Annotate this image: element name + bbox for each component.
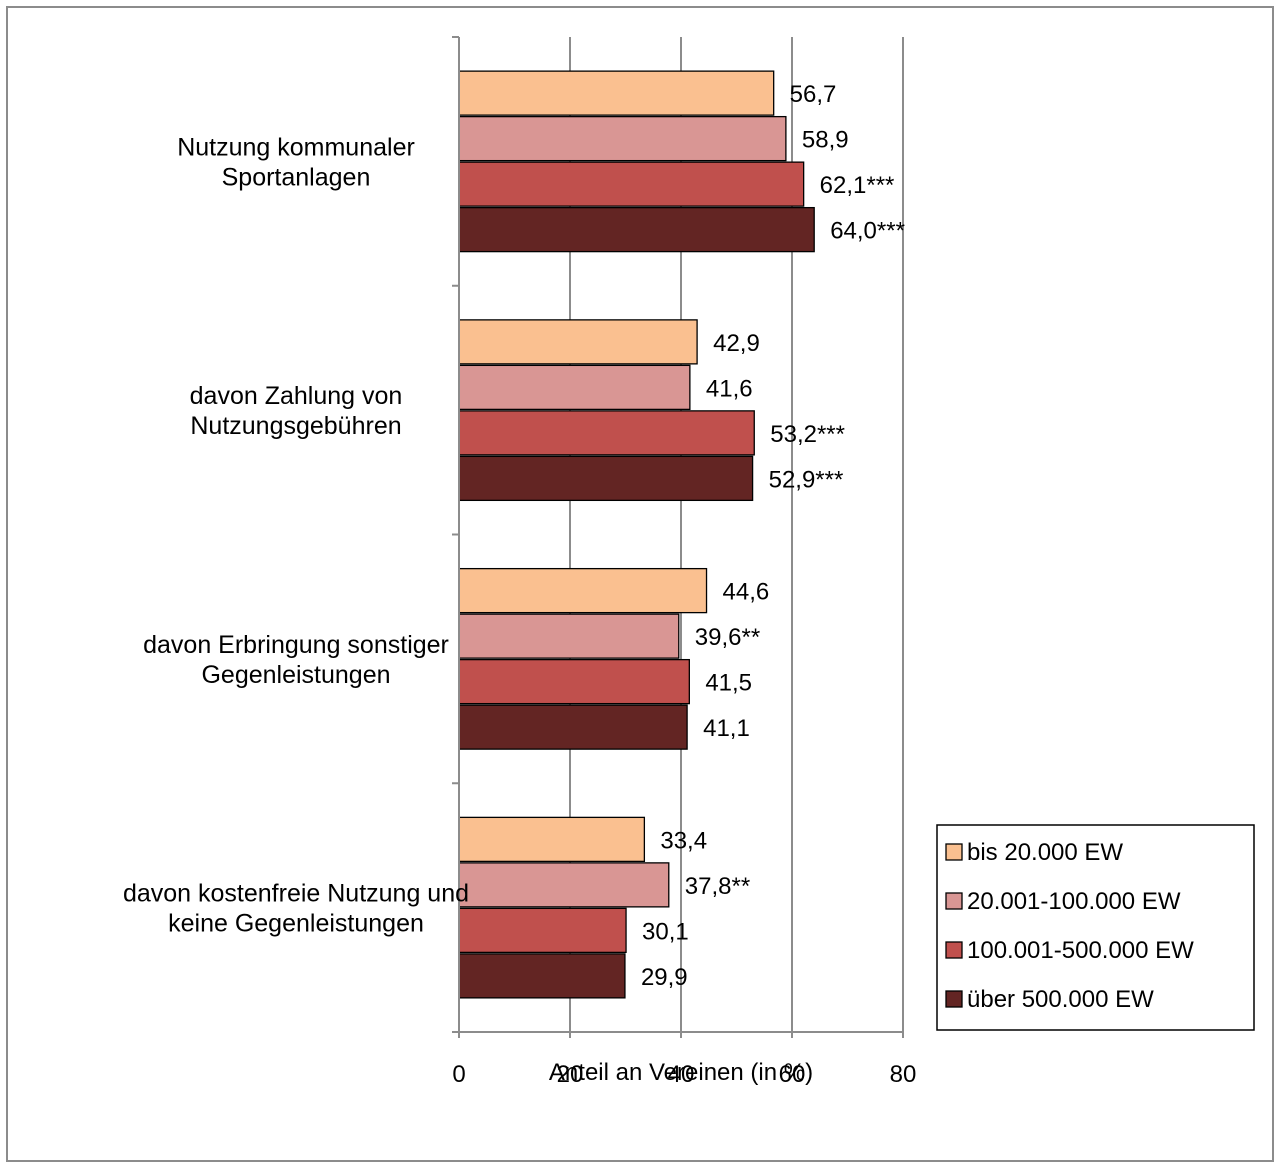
bar — [458, 364, 691, 411]
bar — [458, 953, 626, 999]
category-label: davon Zahlung von Nutzungsgebühren — [190, 382, 403, 440]
bar — [458, 907, 627, 954]
legend-label: bis 20.000 EW — [967, 839, 1123, 866]
bar — [458, 206, 815, 253]
legend-swatch — [945, 892, 963, 910]
data-labels: 56,7 58,9 62,1*** 64,0*** 42,9 41,6 53,2*** 52,… — [641, 81, 905, 991]
data-label: 53,2*** — [770, 421, 845, 448]
data-label: 42,9 — [713, 330, 760, 357]
legend-label: über 500.000 EW — [967, 986, 1154, 1013]
bar — [458, 115, 787, 162]
bar — [458, 658, 690, 705]
x-tick-label: 60 — [779, 1061, 806, 1088]
legend: bis 20.000 EW 20.001-100.000 EW 100.001-50… — [936, 824, 1255, 1031]
category-label: davon Erbringung sonstiger Gegenleistunge… — [143, 631, 449, 689]
x-tick-label: 0 — [452, 1061, 465, 1088]
bars — [458, 70, 815, 999]
bar — [458, 70, 775, 116]
data-label: 41,5 — [705, 670, 752, 697]
data-label: 41,6 — [706, 375, 753, 402]
bar — [458, 613, 680, 659]
data-label: 52,9*** — [769, 466, 844, 493]
legend-label: 100.001-500.000 EW — [967, 937, 1194, 964]
data-label: 41,1 — [703, 715, 750, 742]
data-label: 64,0*** — [830, 218, 905, 245]
axes: 0 20 40 60 80 Nutzung kommunaler Sportanlagen d… — [123, 36, 917, 1088]
data-label: 44,6 — [723, 579, 770, 606]
data-label: 56,7 — [790, 81, 837, 108]
bar — [458, 816, 646, 863]
data-label: 39,6** — [695, 624, 760, 651]
legend-swatch — [945, 941, 963, 959]
bar — [458, 319, 698, 365]
data-label: 30,1 — [642, 918, 689, 945]
bar — [458, 410, 755, 456]
x-tick-label: 40 — [668, 1061, 695, 1088]
category-label: davon kostenfreie Nutzung und keine Gegen… — [123, 880, 469, 938]
data-label: 58,9 — [802, 127, 849, 154]
x-tick-label: 80 — [890, 1061, 917, 1088]
legend-label: 20.001-100.000 EW — [967, 888, 1181, 915]
legend-swatch — [945, 990, 963, 1008]
legend-swatch — [945, 843, 963, 861]
x-tick-label: 20 — [557, 1061, 584, 1088]
legend-box — [936, 824, 1255, 1031]
data-label: 62,1*** — [820, 172, 895, 199]
bar — [458, 704, 688, 750]
category-label: Nutzung kommunaler Sportanlagen — [177, 133, 415, 191]
bar — [458, 862, 670, 908]
bar — [458, 455, 754, 502]
bar — [458, 567, 708, 614]
data-label: 33,4 — [660, 827, 707, 854]
data-label: 37,8** — [685, 873, 750, 900]
x-axis-title: Anteil an Vereinen (in %) — [549, 1059, 813, 1086]
data-label: 29,9 — [641, 964, 688, 991]
bar — [458, 161, 805, 207]
